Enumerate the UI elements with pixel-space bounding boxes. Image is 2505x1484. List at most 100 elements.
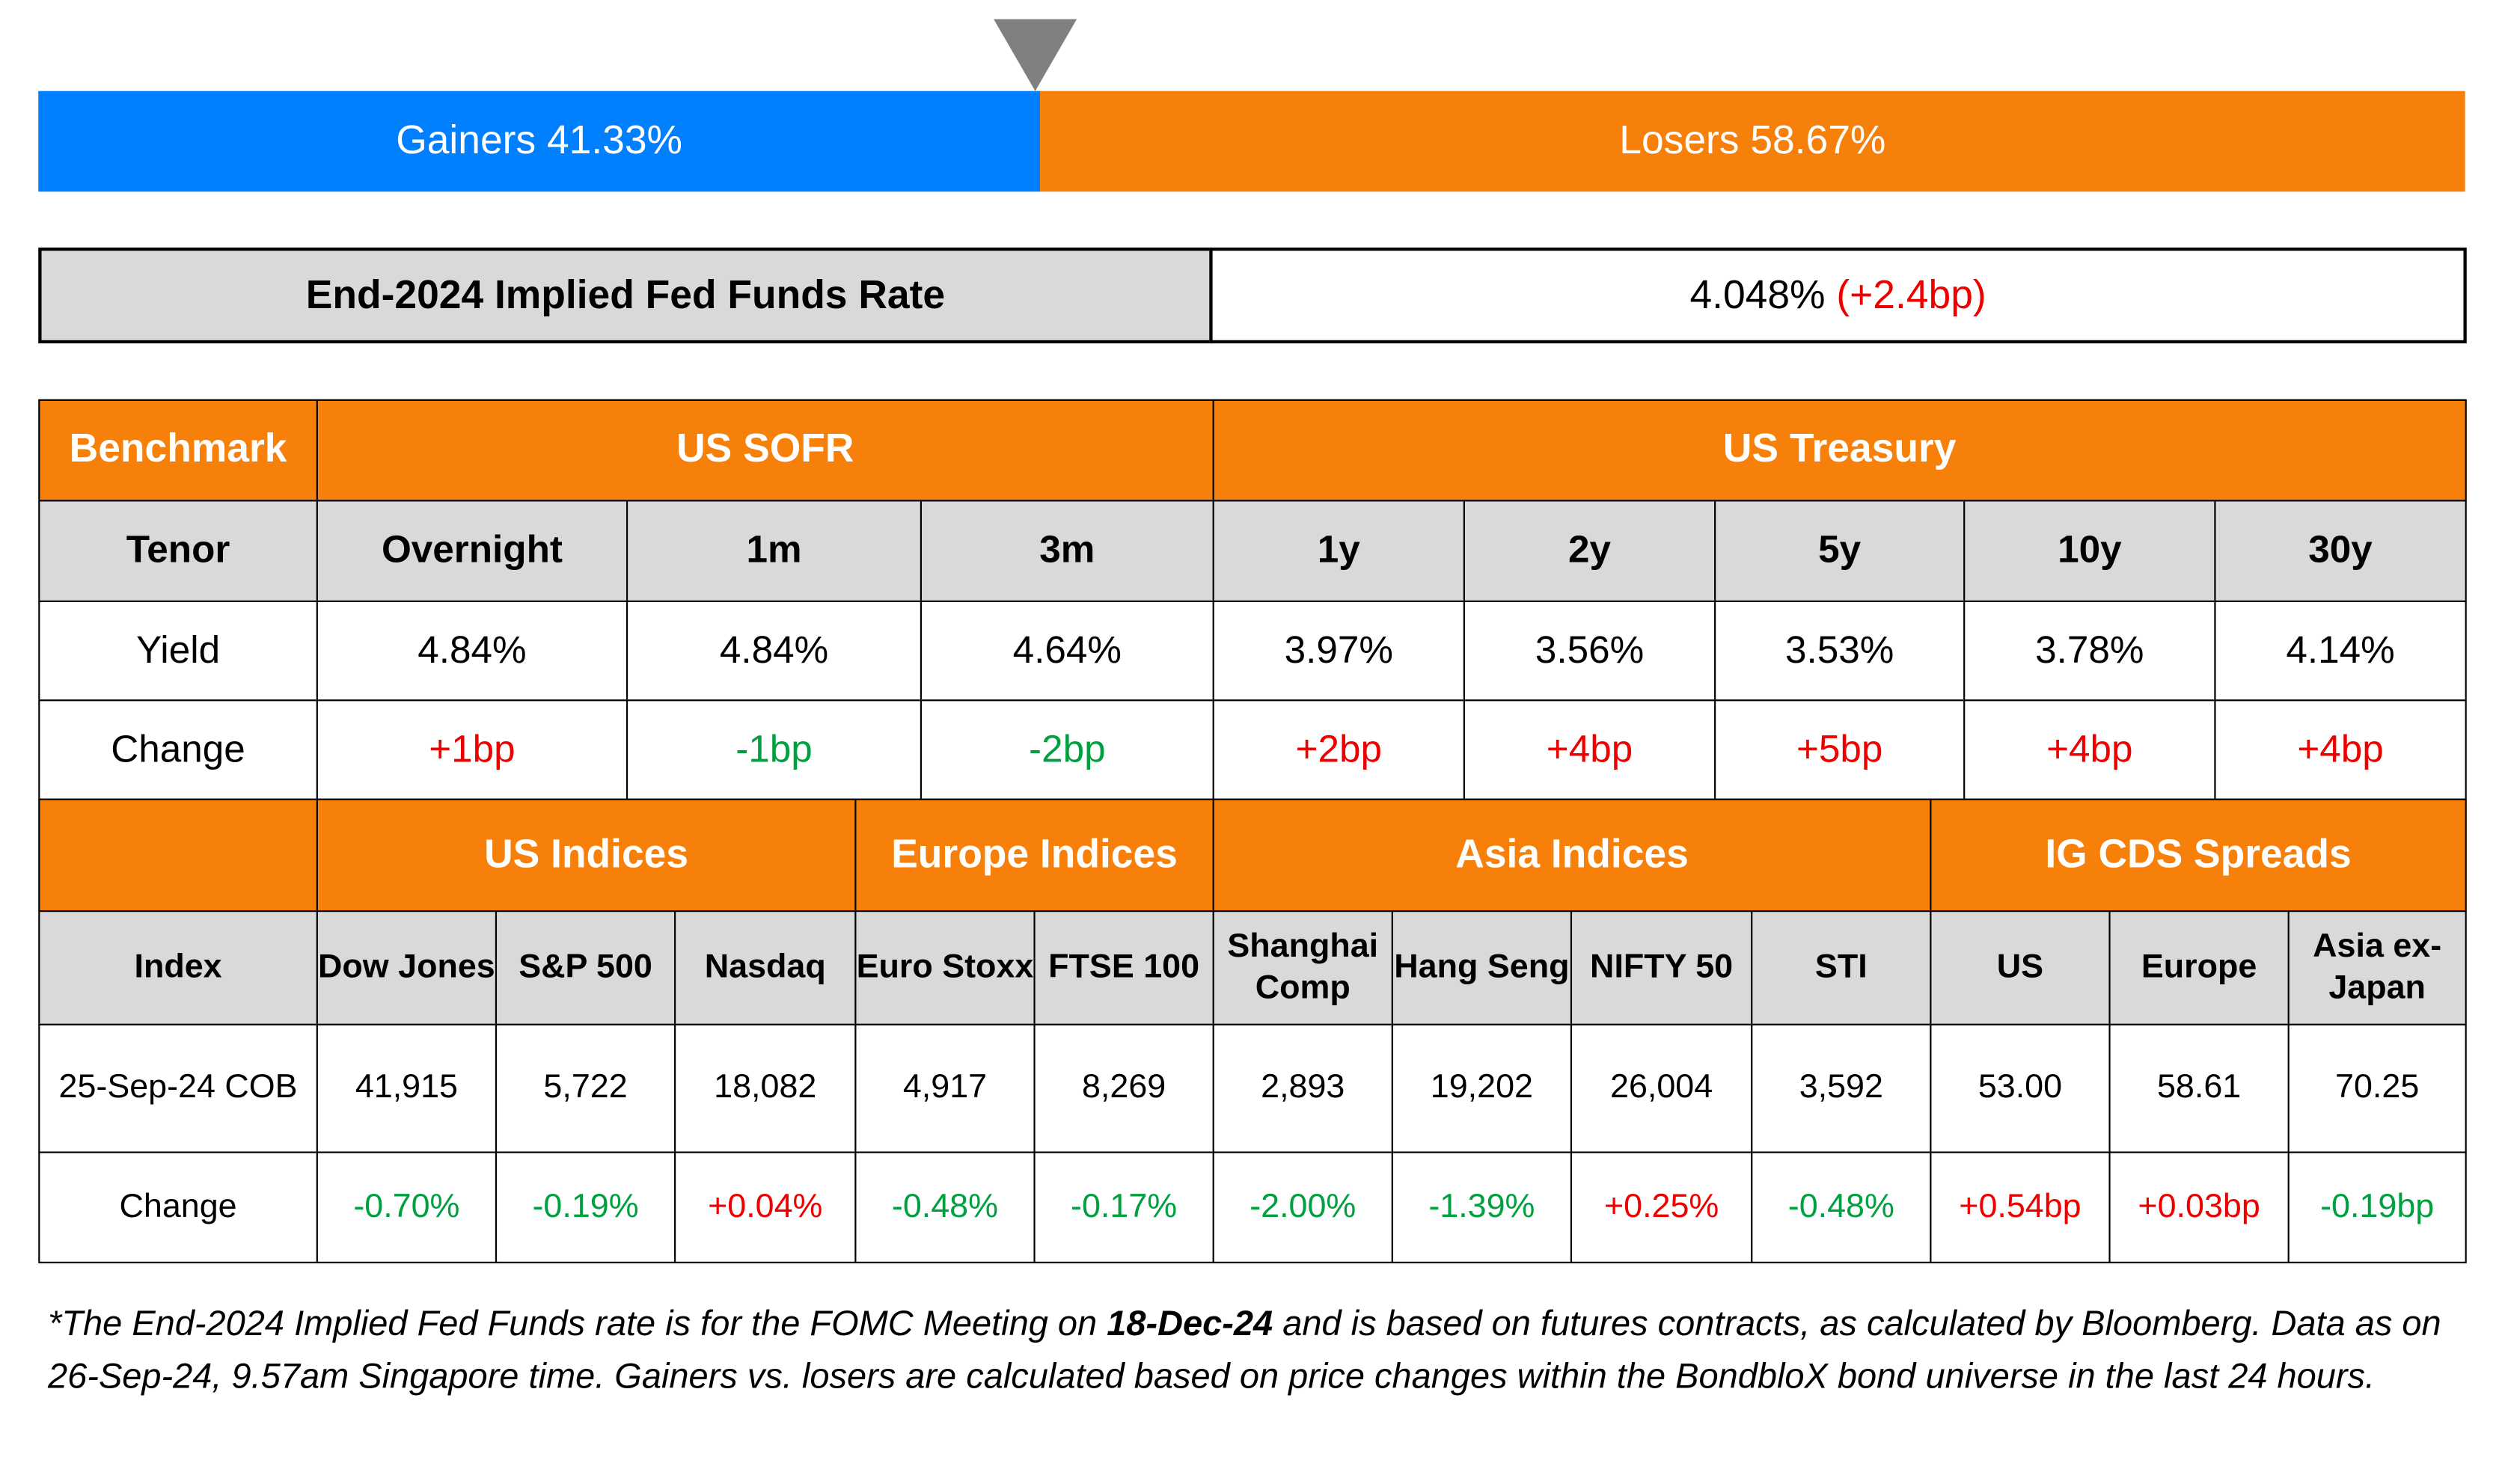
footnote-text-cont: and is based on futures contracts, as ca… [48,1303,2441,1396]
tenor: Overnight [381,528,563,572]
tenor: 1m [746,528,802,572]
yield-change: +4bp [1546,727,1633,771]
fed-funds-value: 4.048% [1689,272,1826,317]
yield-value-cell: 3.56% [1463,600,1716,702]
tenor-cell: 30y [2214,500,2467,602]
index-name: Europe [2141,948,2257,986]
index-value-cell: 18,082 [674,1023,857,1153]
index-value-cell: 53.00 [1930,1023,2111,1153]
index-change-label: Change [119,1188,237,1225]
index-change-cell: +0.54bp [1930,1151,2111,1263]
index-name-cell: Dow Jones [316,910,498,1025]
index-change-cell: +0.03bp [2108,1151,2290,1263]
index-value: 5,722 [543,1069,628,1106]
index-change-cell: +0.25% [1570,1151,1753,1263]
index-value: 2,893 [1261,1069,1345,1106]
index-change: -0.19% [532,1188,639,1225]
index-group-header-cell: US Indices [316,798,857,913]
gainers-marker-icon [994,19,1077,91]
tenor: 30y [2308,528,2373,572]
index-value-cell: 8,269 [1033,1023,1214,1153]
yield-change-cell: -1bp [626,699,923,800]
index-group-header: Asia Indices [1455,832,1689,877]
index-change-cell: -0.19% [495,1151,676,1263]
index-name: NIFTY 50 [1590,948,1734,986]
yield-label-cell: Yield [38,600,318,702]
yield-change-cell: -2bp [920,699,1214,800]
yield-change-cell: +4bp [1963,699,2216,800]
index-name: Shanghai Comp [1227,927,1379,1007]
index-name-cell: US [1930,910,2111,1025]
index-label: Index [134,948,222,986]
tenor-label: Tenor [126,528,230,572]
index-name: S&P 500 [519,948,652,986]
index-group-header-cell: IG CDS Spreads [1930,798,2467,913]
index-value-cell: 58.61 [2108,1023,2290,1153]
index-change: -0.19bp [2320,1188,2435,1225]
index-group-header-cell: Europe Indices [854,798,1214,913]
us-treasury-header: US Treasury [1722,426,1957,472]
index-name: Asia ex-Japan [2313,927,2442,1007]
index-name: Hang Seng [1394,948,1570,986]
yield-change-cell: +4bp [2214,699,2467,800]
index-label-cell: Index [38,910,318,1025]
index-value-cell: 41,915 [316,1023,498,1153]
tenor: 2y [1567,528,1612,572]
index-change-cell: -0.48% [1751,1151,1932,1263]
index-name-cell: Asia ex-Japan [2287,910,2467,1025]
index-change: -0.48% [891,1188,998,1225]
index-change: +0.03bp [2138,1188,2260,1225]
yield-value: 3.78% [2035,628,2144,672]
index-change-cell: -0.48% [854,1151,1036,1263]
index-name: STI [1814,948,1868,986]
yield-value-cell: 4.14% [2214,600,2467,702]
yield-change: +1bp [429,727,516,771]
fed-funds-change: (+2.4bp) [1836,272,1986,317]
tenor-cell: 5y [1714,500,1966,602]
index-value: 41,915 [355,1069,458,1106]
fed-funds-value-cell: 4.048% (+2.4bp) [1209,247,2467,344]
index-change: +0.54bp [1959,1188,2082,1225]
gainers-label: Gainers 41.33% [396,118,683,163]
yield-value-cell: 4.84% [316,600,628,702]
tenor-cell: 10y [1963,500,2216,602]
yield-change: +2bp [1295,727,1383,771]
tenor: 3m [1039,528,1095,572]
yield-change: -1bp [735,727,813,771]
yield-value-cell: 3.53% [1714,600,1966,702]
fed-funds-label: End-2024 Implied Fed Funds Rate [305,272,946,317]
index-name-cell: Euro Stoxx [854,910,1036,1025]
yield-change-cell: +2bp [1212,699,1465,800]
index-name-cell: STI [1751,910,1932,1025]
yield-value: 3.56% [1535,628,1645,672]
yield-value: 3.53% [1785,628,1894,672]
index-change-label-cell: Change [38,1151,318,1263]
index-change-cell: +0.04% [674,1151,857,1263]
index-name: Euro Stoxx [856,948,1034,986]
index-change-cell: -1.39% [1391,1151,1573,1263]
index-name-cell: Europe [2108,910,2290,1025]
yield-change: +4bp [2046,727,2133,771]
losers-bar: Losers 58.67% [1040,91,2465,192]
yield-value: 4.84% [719,628,829,672]
footnote: *The End-2024 Implied Fed Funds rate is … [48,1297,2444,1402]
yield-value: 4.84% [418,628,527,672]
index-name: FTSE 100 [1048,948,1200,986]
us-sofr-header: US SOFR [676,426,854,472]
blank-header-cell [38,798,318,913]
index-change: -0.48% [1787,1188,1894,1225]
index-name-cell: Nasdaq [674,910,857,1025]
index-group-header: Europe Indices [891,832,1178,877]
yield-change: -2bp [1029,727,1106,771]
change-label-cell: Change [38,699,318,800]
footnote-text: *The End-2024 Implied Fed Funds rate is … [48,1303,1107,1343]
index-change: +0.25% [1603,1188,1719,1225]
index-value: 8,269 [1081,1069,1166,1106]
tenor-cell: 1m [626,500,923,602]
index-name-cell: Shanghai Comp [1212,910,1393,1025]
index-change-cell: -0.19bp [2287,1151,2467,1263]
yield-value: 3.97% [1284,628,1393,672]
tenor-cell: 3m [920,500,1214,602]
index-value-cell: 70.25 [2287,1023,2467,1153]
